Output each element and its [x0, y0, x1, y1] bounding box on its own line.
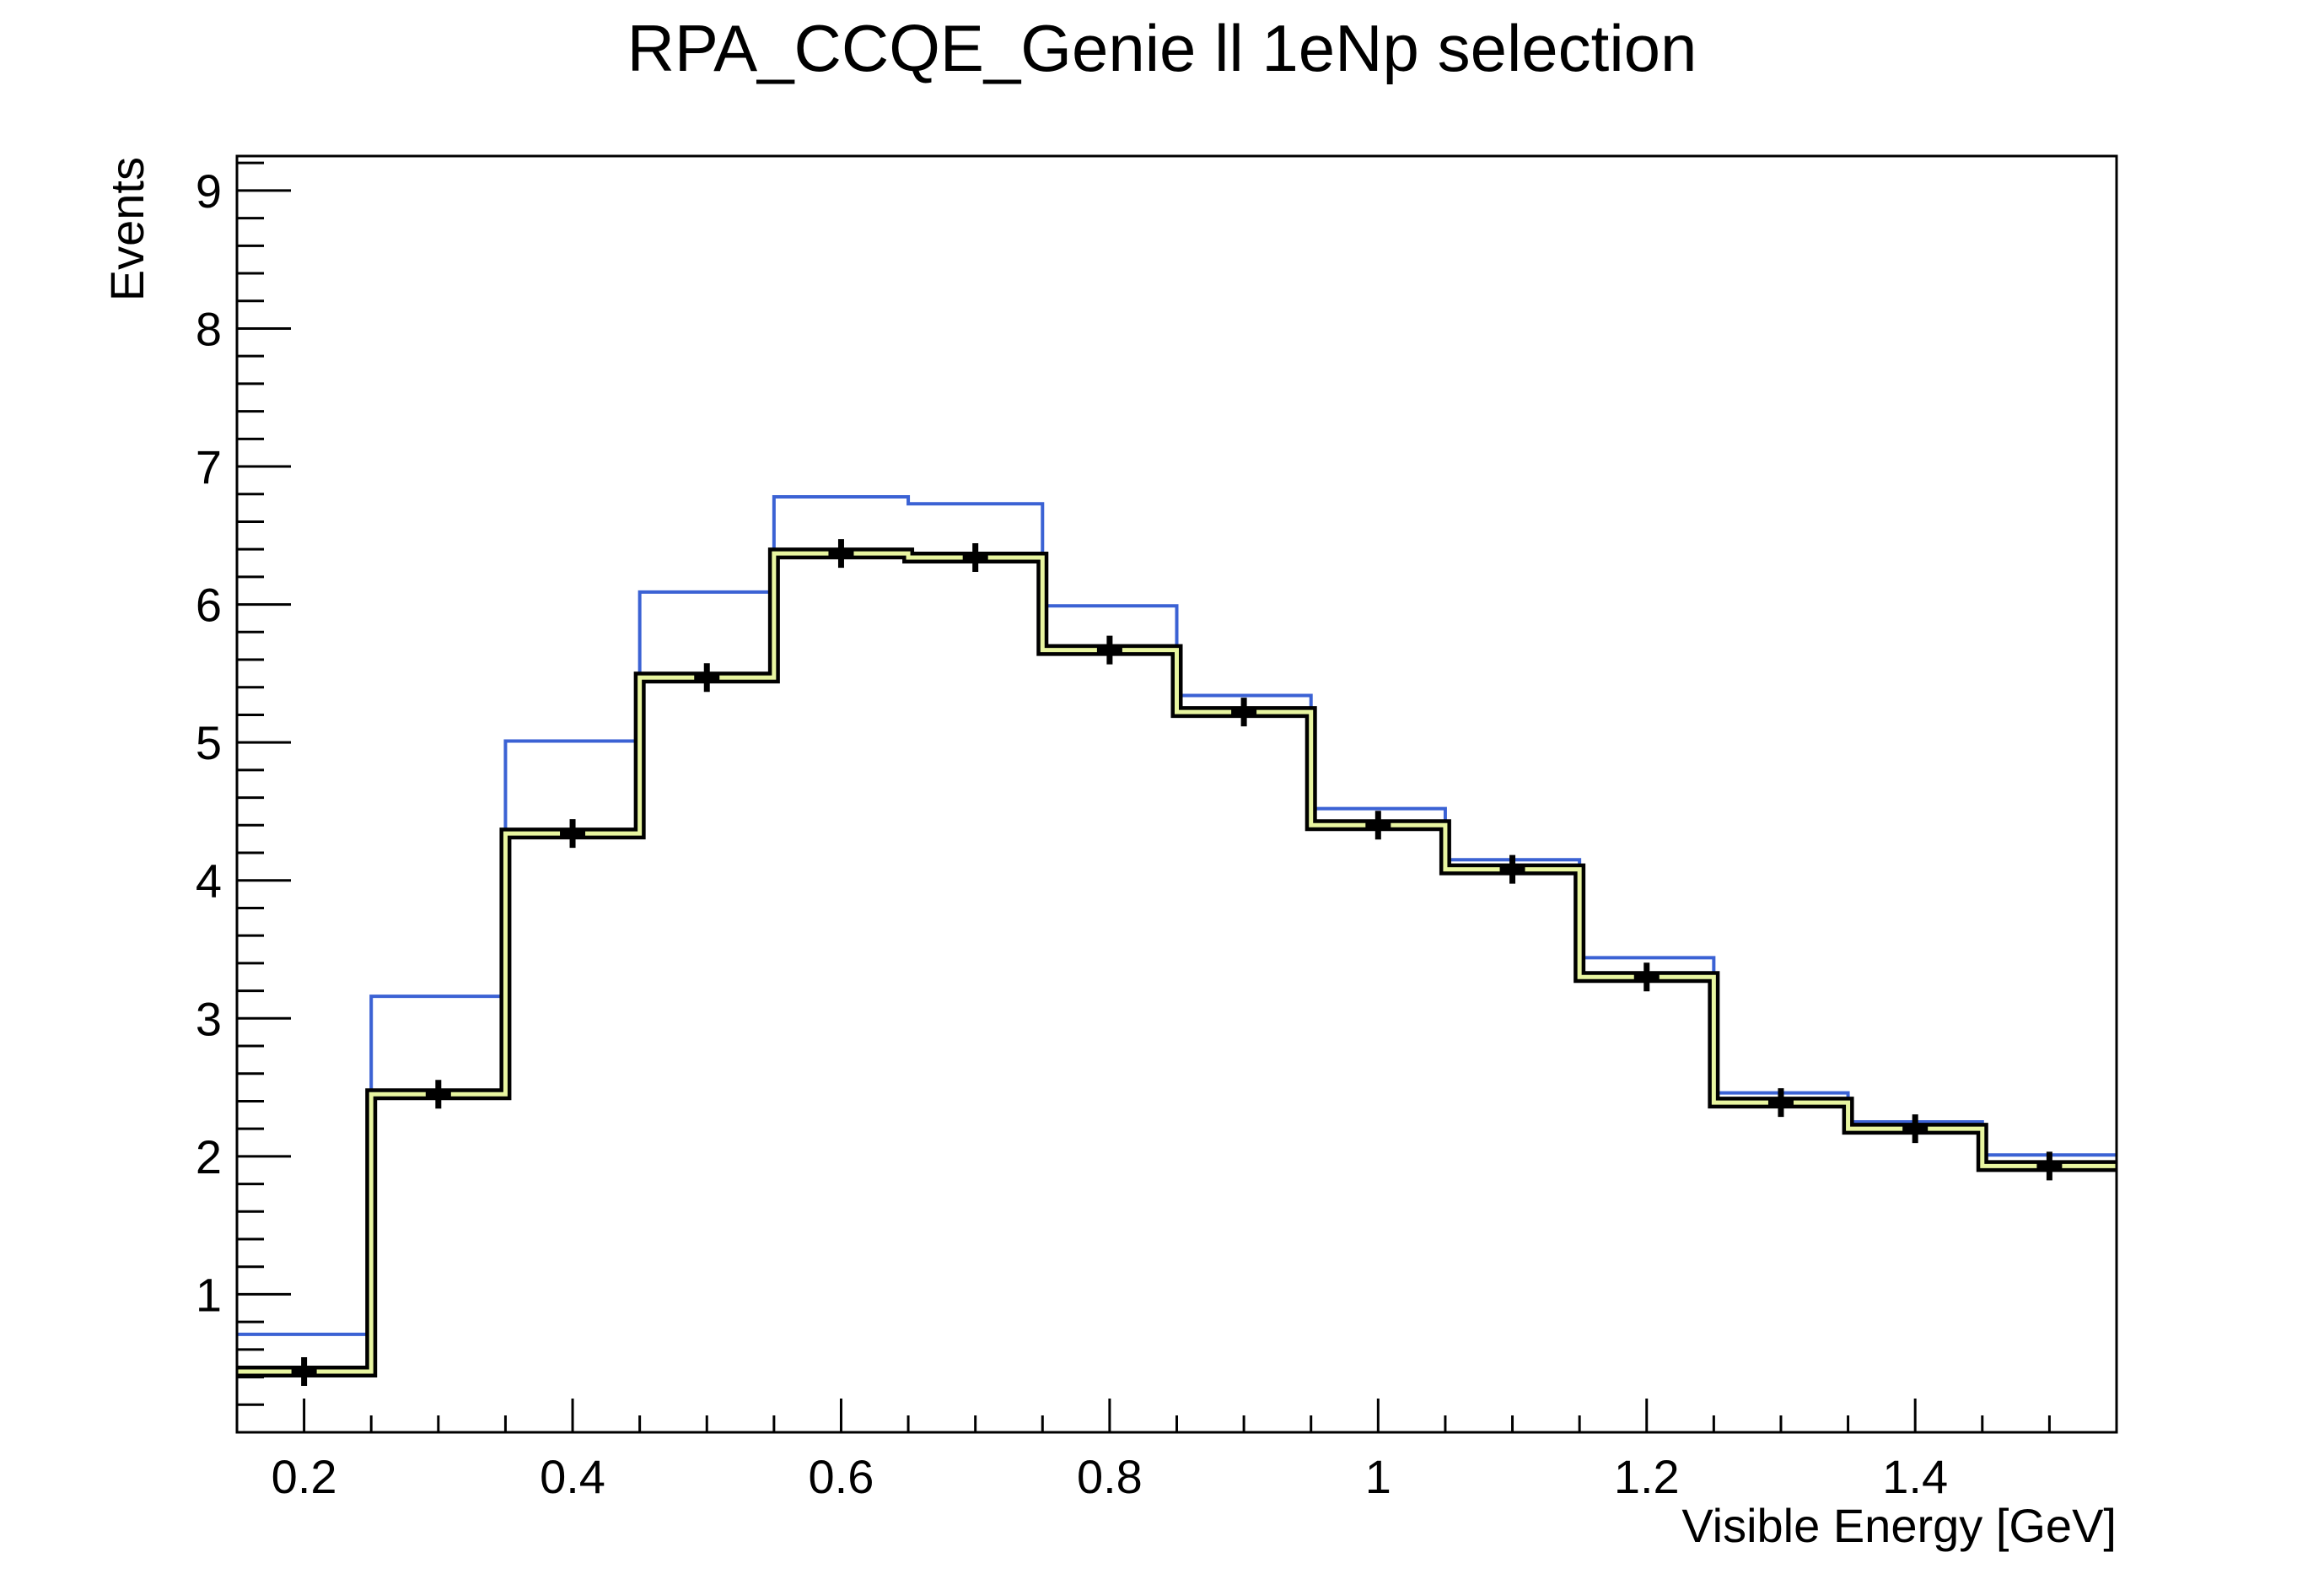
- data-point: [694, 663, 720, 693]
- y-tick-label: 4: [196, 854, 222, 908]
- data-point: [1767, 1088, 1794, 1118]
- y-tick-label: 5: [196, 716, 222, 769]
- data-point: [1902, 1114, 1929, 1144]
- data-point: [1365, 811, 1391, 840]
- y-tick-label: 6: [196, 579, 222, 632]
- y-tick-label: 3: [196, 992, 222, 1045]
- y-tick-label: 8: [196, 302, 222, 355]
- x-tick-label: 1: [1365, 1450, 1391, 1503]
- data-point: [1096, 635, 1122, 665]
- plot-area: [237, 495, 2117, 1387]
- x-tick-label: 1.2: [1614, 1450, 1680, 1503]
- y-axis-label: Events: [100, 157, 153, 301]
- x-tick-label: 0.4: [540, 1450, 605, 1503]
- x-tick-label: 0.6: [809, 1450, 874, 1503]
- data-point: [1633, 962, 1660, 992]
- data-point: [425, 1080, 451, 1109]
- series-blue-step-line: [237, 495, 2117, 1336]
- plot-frame: [235, 154, 2118, 1434]
- x-tick-label: 0.8: [1077, 1450, 1143, 1503]
- x-tick-label: 0.2: [272, 1450, 337, 1503]
- data-point: [828, 539, 854, 569]
- chart-title: RPA_CCQE_Genie ll 1eNp selection: [627, 11, 1697, 85]
- y-tick-label: 2: [196, 1130, 222, 1183]
- data-point: [962, 542, 988, 572]
- x-axis-label: Visible Energy [GeV]: [1681, 1499, 2117, 1552]
- data-point: [560, 819, 586, 849]
- data-point: [2036, 1151, 2063, 1181]
- x-tick-label: 1.4: [1882, 1450, 1948, 1503]
- data-point: [291, 1357, 317, 1387]
- data-point: [1499, 854, 1525, 884]
- series-band-fill: [237, 551, 2117, 1374]
- y-tick-label: 7: [196, 440, 222, 493]
- y-tick-label: 9: [196, 164, 222, 218]
- data-point: [1231, 698, 1257, 727]
- y-tick-label: 1: [196, 1268, 222, 1321]
- axes: 0.2 0.4 0.6 0.8 1 1.2 1.4 1 2 3 4 5 6 7 8 9: [196, 154, 2118, 1503]
